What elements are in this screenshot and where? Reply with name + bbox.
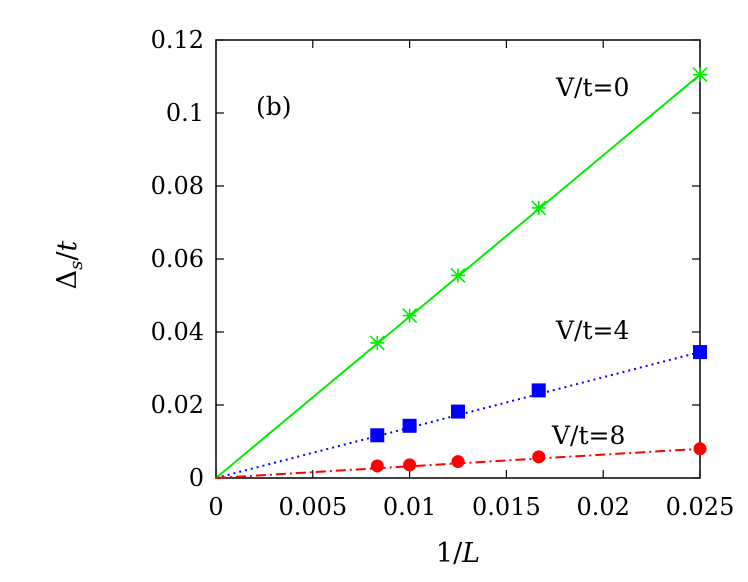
series-labels: V/t=0 V/t=4 V/t=8 bbox=[551, 73, 629, 450]
series-label: V/t=8 bbox=[551, 421, 625, 450]
data-point-star bbox=[692, 67, 708, 83]
x-axis-title: 1/L bbox=[436, 538, 480, 569]
y-tick-label: 0 bbox=[189, 464, 204, 492]
y-tick-label: 0.1 bbox=[166, 99, 204, 127]
data-point-circle bbox=[451, 455, 465, 469]
data-markers bbox=[369, 67, 708, 473]
series-label: V/t=4 bbox=[555, 316, 629, 345]
x-tick-label: 0 bbox=[208, 493, 223, 521]
series-label: V/t=0 bbox=[555, 73, 629, 102]
data-point-star bbox=[450, 267, 466, 283]
data-point-circle bbox=[532, 450, 546, 464]
data-point-square bbox=[402, 418, 417, 433]
y-tick-label: 0.04 bbox=[151, 318, 204, 346]
data-point-square bbox=[693, 345, 707, 360]
data-point-circle bbox=[403, 458, 417, 472]
data-point-square bbox=[531, 383, 546, 398]
data-point-square bbox=[451, 404, 465, 419]
x-tick-label: 0.025 bbox=[666, 493, 735, 521]
y-tick-label: 0.12 bbox=[151, 26, 204, 54]
x-tick-label: 0.01 bbox=[383, 493, 436, 521]
data-point-star bbox=[402, 308, 418, 324]
data-point-square bbox=[370, 428, 385, 443]
y-tick-label: 0.02 bbox=[151, 391, 204, 419]
x-tick-label: 0.015 bbox=[472, 493, 541, 521]
data-point-circle bbox=[693, 442, 707, 456]
y-axis-title: Δs/t bbox=[52, 241, 87, 290]
x-tick-label: 0.005 bbox=[278, 493, 347, 521]
y-tick-label: 0.06 bbox=[151, 245, 204, 273]
panel-label: (b) bbox=[256, 92, 292, 121]
y-tick-label: 0.08 bbox=[151, 172, 204, 200]
data-point-star bbox=[531, 200, 547, 216]
y-axis: 0 0.02 0.04 0.06 0.08 0.1 0.12 bbox=[151, 26, 700, 492]
data-point-circle bbox=[370, 459, 384, 473]
x-tick-label: 0.02 bbox=[576, 493, 629, 521]
data-point-star bbox=[369, 335, 385, 351]
x-axis: 0 0.005 0.01 0.015 0.02 0.025 bbox=[208, 40, 734, 521]
